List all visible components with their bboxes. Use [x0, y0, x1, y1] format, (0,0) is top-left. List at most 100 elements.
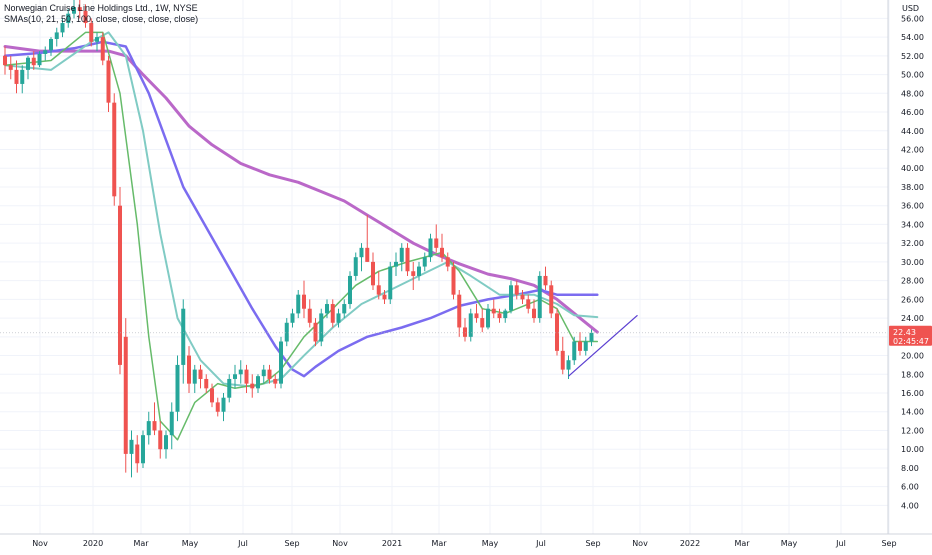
y-tick-label: 32.00 — [901, 239, 924, 248]
candle-body — [371, 261, 375, 286]
candle — [43, 46, 48, 61]
candle-body — [451, 266, 456, 295]
candle — [549, 280, 554, 319]
candle-body — [532, 308, 536, 319]
candle — [365, 215, 370, 262]
candle-body — [497, 313, 502, 319]
y-tick-label: 10.00 — [901, 445, 924, 454]
y-tick-label: 38.00 — [901, 183, 924, 192]
candle — [141, 430, 145, 468]
candle-body — [43, 50, 48, 54]
candle — [233, 364, 237, 389]
candle-body — [54, 32, 59, 39]
candle — [486, 304, 490, 330]
candle — [422, 252, 427, 272]
candle-body — [250, 383, 255, 389]
candle-body — [509, 285, 513, 311]
candle — [83, 4, 88, 28]
candle — [54, 27, 59, 47]
x-tick-label: Jul — [535, 539, 546, 548]
candle — [560, 336, 565, 375]
candle-body — [417, 266, 421, 276]
candle — [279, 336, 283, 389]
candle-body — [307, 308, 312, 323]
candle-body — [192, 369, 197, 384]
candle — [371, 252, 375, 290]
price-badge-time: 02:45:47 — [893, 337, 929, 346]
candle — [284, 318, 289, 347]
candle-body — [560, 350, 565, 370]
moving-averages — [3, 31, 599, 441]
y-tick-label: 12.00 — [901, 426, 924, 435]
y-tick-label: 30.00 — [901, 258, 924, 267]
candle-body — [457, 294, 462, 328]
candle-body — [267, 369, 272, 379]
candle-body — [503, 310, 508, 319]
y-tick-label: 56.00 — [901, 14, 924, 23]
candle-body — [474, 313, 479, 319]
x-tick-label: Mar — [431, 539, 447, 548]
candle — [256, 374, 260, 394]
x-tick-label: Sep — [585, 539, 600, 548]
candle — [555, 308, 559, 356]
candle — [514, 280, 519, 300]
candle-body — [353, 257, 358, 276]
candle-body — [319, 313, 324, 342]
candle — [112, 93, 117, 206]
chart-title: Norwegian Cruise Line Holdings Ltd., 1W,… — [4, 3, 198, 13]
indicator-label: SMAs(10, 21, 50, 100, close, close, clos… — [4, 14, 199, 24]
candle-body — [95, 37, 99, 42]
candle — [434, 224, 439, 253]
candle-body — [480, 318, 485, 328]
candle — [330, 299, 335, 328]
candle-body — [26, 57, 30, 70]
candle — [382, 289, 387, 305]
candle-body — [445, 257, 450, 267]
candle-body — [227, 378, 232, 398]
candle-body — [405, 247, 410, 272]
candle-body — [290, 313, 295, 323]
candle — [307, 299, 312, 328]
candle-body — [49, 38, 53, 51]
grid — [0, 0, 890, 534]
candle-body — [348, 275, 352, 305]
candle-body — [394, 261, 398, 267]
x-tick-label: Nov — [32, 539, 48, 548]
candle-body — [330, 304, 335, 323]
candle — [497, 308, 502, 323]
x-tick-label: Mar — [734, 539, 750, 548]
candle — [342, 299, 347, 319]
candle-body — [83, 10, 88, 24]
candle-body — [31, 57, 36, 66]
candle — [72, 0, 76, 19]
candle-body — [129, 439, 134, 454]
candle — [302, 280, 306, 319]
candle — [520, 289, 525, 305]
candle-body — [422, 257, 427, 267]
candle — [227, 374, 232, 403]
candle — [238, 360, 243, 384]
y-tick-label: 14.00 — [901, 408, 924, 417]
x-tick-label: May — [482, 539, 499, 548]
y-tick-label: 52.00 — [901, 52, 924, 61]
chart-legend: Norwegian Cruise Line Holdings Ltd., 1W,… — [4, 3, 198, 25]
candle-body — [233, 374, 237, 379]
trendlines — [568, 314, 638, 377]
candle-body — [118, 205, 122, 365]
candle-body — [514, 285, 519, 295]
candle — [26, 55, 30, 80]
candle — [164, 430, 168, 459]
candle — [566, 355, 571, 379]
candle-body — [37, 53, 42, 66]
candle-body — [555, 313, 559, 351]
candle — [451, 261, 456, 300]
x-tick-label: Sep — [881, 539, 896, 548]
y-tick-label: 4.00 — [901, 501, 919, 510]
candle — [118, 186, 122, 375]
sma21-line — [4, 31, 599, 388]
candle — [204, 374, 209, 394]
y-tick-label: 28.00 — [901, 277, 924, 286]
candle — [313, 318, 318, 347]
